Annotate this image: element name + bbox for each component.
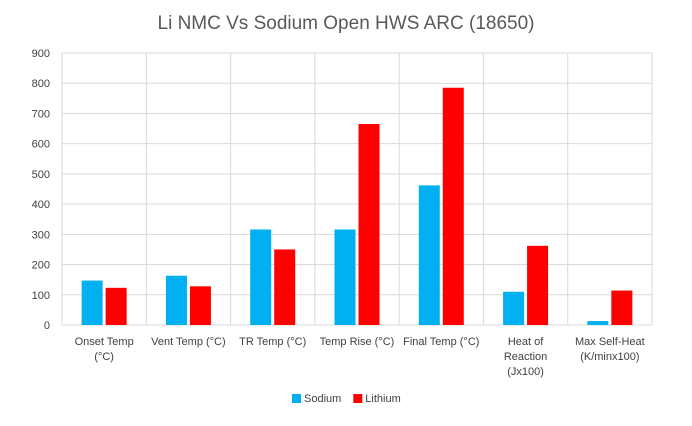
x-category-label-line: TR Temp (°C) bbox=[239, 336, 306, 348]
y-tick-label: 800 bbox=[32, 78, 50, 90]
bar-lithium bbox=[105, 287, 127, 325]
x-axis-categories: Onset Temp (°C) Vent Temp (°C) TR Temp (°C)… bbox=[75, 336, 645, 378]
x-category-label-line: Final Temp (°C) bbox=[403, 336, 479, 348]
x-category-label-line: Max Self-Heat bbox=[575, 336, 645, 348]
bar-lithium bbox=[527, 245, 549, 325]
legend-label-lithium: Lithium bbox=[365, 393, 400, 405]
y-tick-label: 200 bbox=[32, 260, 50, 272]
x-category-label-line: (Jx100) bbox=[507, 366, 544, 378]
x-category-label: Max Self-Heat (K/minx100) bbox=[575, 336, 645, 363]
legend-swatch-sodium bbox=[292, 394, 301, 403]
x-category-label: TR Temp (°C) bbox=[239, 336, 306, 348]
y-tick-label: 500 bbox=[32, 169, 50, 181]
bar-sodium bbox=[418, 185, 440, 325]
x-category-label: Vent Temp (°C) bbox=[151, 336, 226, 348]
bar-sodium bbox=[81, 280, 103, 325]
x-category-label-line: (°C) bbox=[94, 351, 114, 363]
x-category-label-line: Heat of bbox=[508, 336, 544, 348]
bars bbox=[81, 87, 633, 326]
bar-lithium bbox=[442, 87, 464, 325]
bar-sodium bbox=[587, 321, 609, 325]
bar-sodium bbox=[165, 275, 187, 325]
x-category-label: Heat of Reaction (Jx100) bbox=[504, 336, 547, 378]
x-category-label-line: Onset Temp bbox=[75, 336, 134, 348]
x-category-label: Temp Rise (°C) bbox=[320, 336, 395, 348]
x-category-label-line: Vent Temp (°C) bbox=[151, 336, 226, 348]
gridlines bbox=[61, 52, 653, 326]
bar-sodium bbox=[334, 229, 356, 325]
x-category-label-line: Reaction bbox=[504, 351, 547, 363]
legend: Sodium Lithium bbox=[292, 393, 401, 405]
y-tick-label: 600 bbox=[32, 139, 50, 151]
y-tick-label: 900 bbox=[32, 48, 50, 60]
bar-sodium bbox=[250, 229, 272, 325]
x-category-label-line: Temp Rise (°C) bbox=[320, 336, 395, 348]
legend-label-sodium: Sodium bbox=[304, 393, 341, 405]
legend-swatch-lithium bbox=[353, 394, 363, 403]
y-tick-label: 700 bbox=[32, 108, 50, 120]
bar-lithium bbox=[274, 249, 296, 325]
y-tick-label: 0 bbox=[44, 320, 50, 332]
bar-lithium bbox=[611, 290, 633, 325]
y-axis-ticks: 0 100 200 300 400 500 600 700 800 900 bbox=[32, 48, 50, 332]
y-tick-label: 400 bbox=[32, 199, 50, 211]
bar-lithium bbox=[358, 124, 380, 326]
y-tick-label: 300 bbox=[32, 229, 50, 241]
x-category-label: Onset Temp (°C) bbox=[75, 336, 134, 363]
x-category-label-line: (K/minx100) bbox=[580, 351, 639, 363]
y-tick-label: 100 bbox=[32, 290, 50, 302]
bar-lithium bbox=[189, 286, 211, 325]
x-category-label: Final Temp (°C) bbox=[403, 336, 479, 348]
chart-title: Li NMC Vs Sodium Open HWS ARC (18650) bbox=[158, 13, 535, 34]
bar-sodium bbox=[503, 291, 525, 325]
